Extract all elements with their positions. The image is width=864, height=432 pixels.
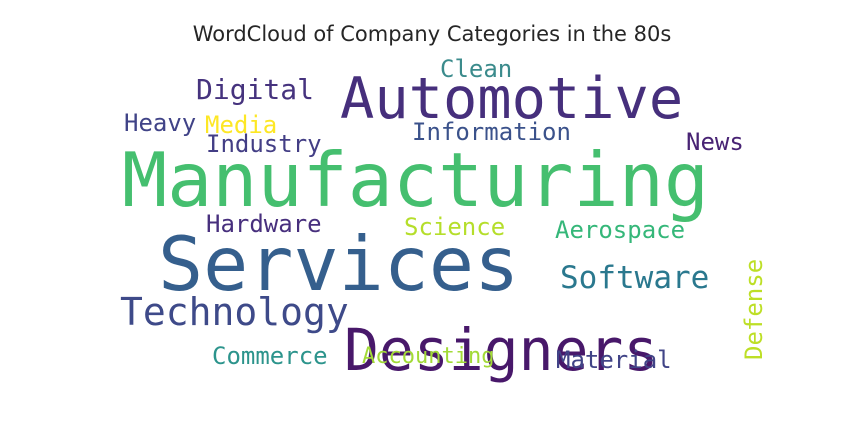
word-industry: Industry xyxy=(206,130,322,158)
word-designers: Designers xyxy=(344,316,658,384)
word-services: Services xyxy=(158,220,519,308)
word-hardware: Hardware xyxy=(206,210,322,238)
word-manufacturing: Manufacturing xyxy=(122,136,709,224)
word-media: Media xyxy=(205,111,277,139)
word-technology: Technology xyxy=(120,290,349,334)
chart-title: WordCloud of Company Categories in the 8… xyxy=(192,22,672,46)
word-aerospace: Aerospace xyxy=(555,216,685,244)
word-clean: Clean xyxy=(440,55,512,83)
word-heavy: Heavy xyxy=(124,109,196,137)
word-material: Material xyxy=(556,346,672,374)
word-software: Software xyxy=(560,260,709,296)
word-accounting: Accounting xyxy=(362,344,494,369)
word-digital: Digital xyxy=(196,73,314,106)
word-news: News xyxy=(686,128,744,156)
word-automotive: Automotive xyxy=(340,66,683,132)
word-defense: Defense xyxy=(740,259,768,360)
word-information: Information xyxy=(412,118,571,146)
word-science: Science xyxy=(404,213,505,241)
word-commerce: Commerce xyxy=(212,342,328,370)
